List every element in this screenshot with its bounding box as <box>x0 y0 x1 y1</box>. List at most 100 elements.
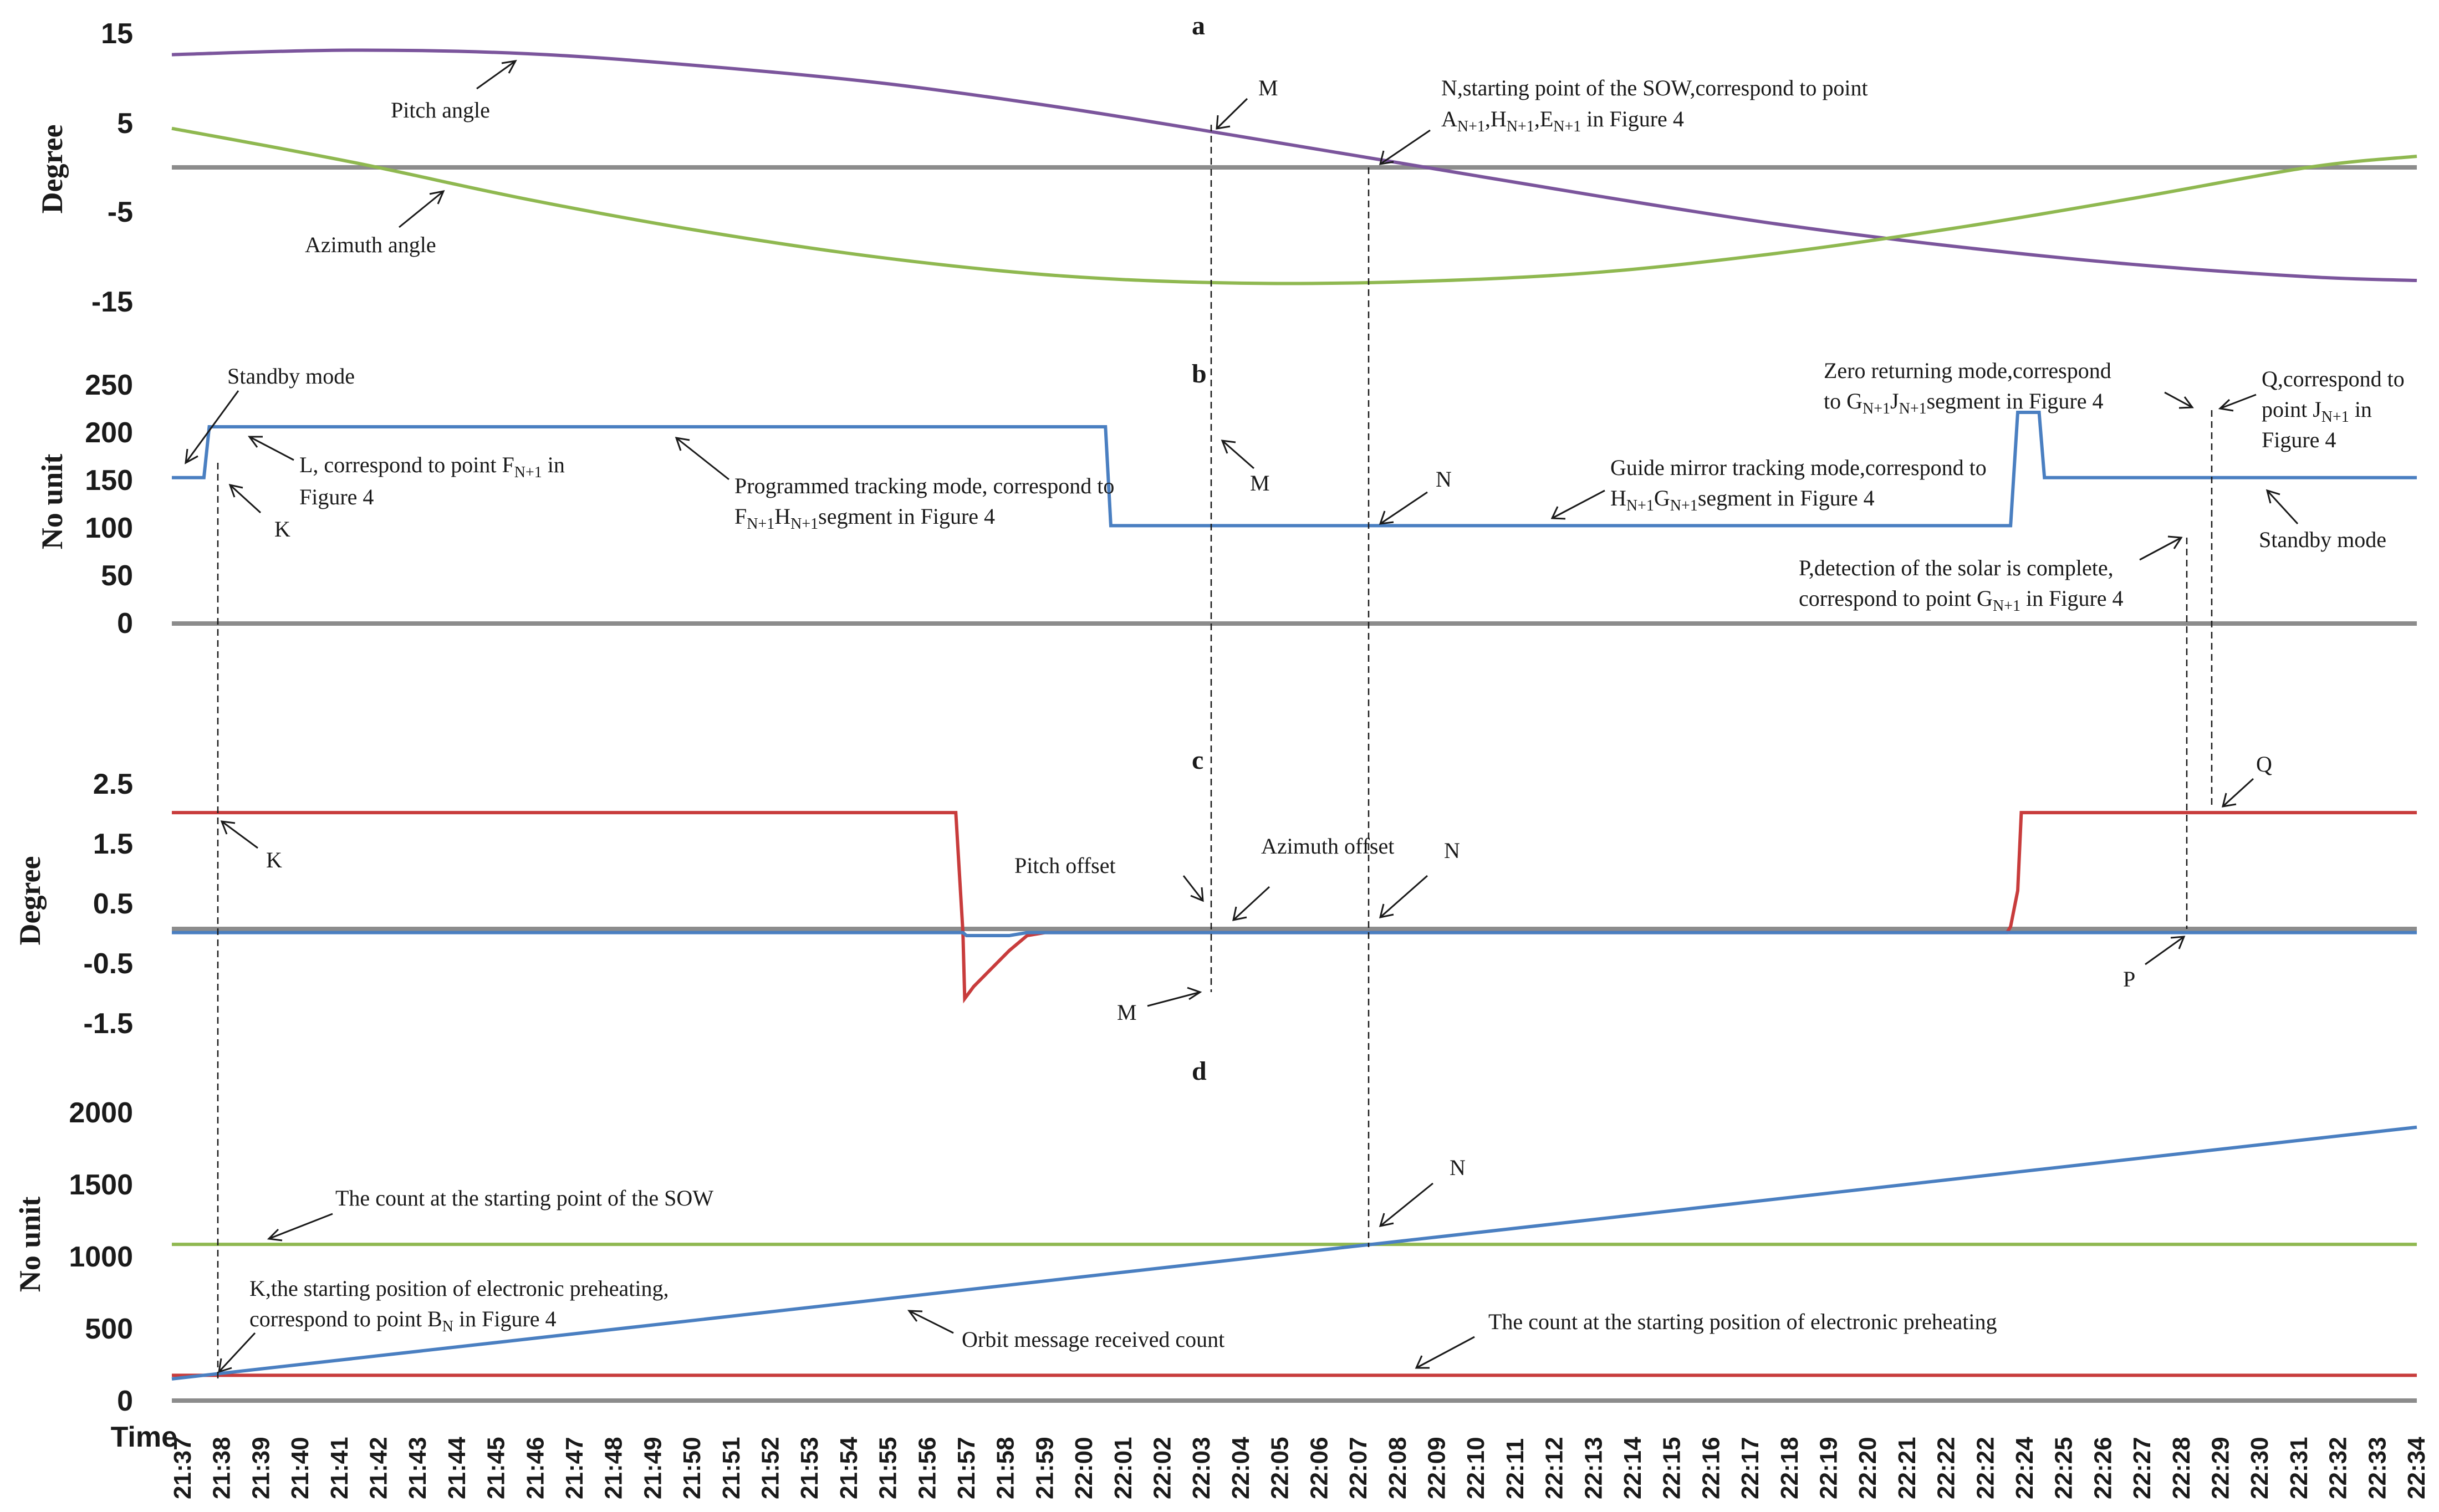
programmed-tracking-annotation: Programmed tracking mode, correspond to <box>734 473 1114 498</box>
time-tick-label: 22:12 <box>1541 1437 1568 1499</box>
zero-returning-annotation-2: to GN+1JN+1segment in Figure 4 <box>1824 389 2103 417</box>
subscript: N+1 <box>1457 118 1485 135</box>
n-annotation-b: N <box>1436 467 1452 492</box>
m-arrow-c <box>1147 991 1201 1007</box>
arrowhead <box>1187 987 1202 1000</box>
panel-c-ytick: 1.5 <box>93 828 133 860</box>
arrowhead <box>1221 440 1236 454</box>
subscript: N+1 <box>514 464 542 481</box>
arrowhead <box>1190 887 1204 902</box>
time-tick-label: 22:24 <box>2011 1437 2038 1499</box>
time-tick-label: 22:17 <box>1737 1437 1764 1499</box>
subscript: N+1 <box>1993 597 2020 615</box>
m-annotation-c: M <box>1117 1000 1137 1025</box>
panel-d-ytick: 2000 <box>69 1097 133 1129</box>
time-tick-label: 22:01 <box>1110 1437 1137 1499</box>
time-tick-label: 22:29 <box>2207 1437 2234 1499</box>
n-arrow-c <box>1380 875 1428 918</box>
time-tick-label: 22:04 <box>1227 1437 1254 1499</box>
panel-d-ytick: 500 <box>85 1313 133 1345</box>
arrowhead <box>218 1358 232 1373</box>
time-tick-label: 22:22 <box>1933 1437 1960 1499</box>
orbit-count-arrow <box>909 1310 954 1334</box>
n-point-a: A <box>1441 106 1457 131</box>
panel-a-ytick: -15 <box>91 286 133 318</box>
time-tick-label: 21:46 <box>522 1437 549 1499</box>
time-tick-label: 22:33 <box>2364 1437 2391 1499</box>
guide-mirror-annotation-2: HN+1GN+1segment in Figure 4 <box>1610 486 1875 514</box>
subscript: N <box>442 1318 453 1335</box>
comma: , <box>1534 106 1540 131</box>
time-tick-label: 22:19 <box>1815 1437 1842 1499</box>
time-tick-label: 21:45 <box>483 1437 510 1499</box>
zero-returning-g: to G <box>1824 389 1863 413</box>
guide-mirror-annotation: Guide mirror tracking mode,correspond to <box>1610 455 1987 480</box>
time-tick-label: 22:14 <box>1619 1437 1646 1499</box>
guide-mirror-tail: segment in Figure 4 <box>1698 486 1875 510</box>
time-tick-label: 22:22 <box>1972 1437 1999 1499</box>
azimuth-angle-annotation: Azimuth angle <box>305 232 436 257</box>
arrowhead <box>2265 489 2280 504</box>
azimuth-offset-annotation: Azimuth offset <box>1261 834 1394 859</box>
k-annotation-c: K <box>266 847 282 872</box>
time-tick-label: 22:30 <box>2246 1437 2273 1499</box>
zero-returning-annotation: Zero returning mode,correspond <box>1824 358 2111 383</box>
time-tick-label: 22:34 <box>2403 1437 2430 1499</box>
time-tick-label: 21:51 <box>718 1437 745 1499</box>
panel-d-ytick: 1500 <box>69 1169 133 1201</box>
time-tick-label: 21:58 <box>992 1437 1019 1499</box>
n-point-h: H <box>1491 106 1507 131</box>
panel-a-ytick: 15 <box>101 18 133 50</box>
m-arrow-a <box>1216 98 1248 130</box>
arrowhead <box>1379 1213 1394 1227</box>
arrowhead <box>501 60 517 74</box>
time-tick-label: 21:47 <box>561 1437 588 1499</box>
p-annotation-c: P <box>2123 967 2135 992</box>
panel-b-ytick: 150 <box>85 464 133 497</box>
time-tick-label: 22:16 <box>1697 1437 1724 1499</box>
programmed-tracking-annotation-2: FN+1HN+1segment in Figure 4 <box>734 504 995 533</box>
time-tick-label: 21:39 <box>247 1437 274 1499</box>
pitch-offset-annotation: Pitch offset <box>1014 853 1116 878</box>
pitch-offset-arrow <box>1182 875 1204 901</box>
n-annotation-a-points: AN+1,HN+1,EN+1 in Figure 4 <box>1441 106 1684 135</box>
n-arrow-b <box>1380 491 1428 525</box>
time-tick-label: 22:28 <box>2168 1437 2195 1499</box>
time-tick-label: 21:37 <box>169 1437 196 1499</box>
arrowhead <box>228 483 243 498</box>
arrowhead <box>267 1228 283 1242</box>
time-tick-label: 21:38 <box>208 1437 236 1499</box>
panel-c-ytick: -1.5 <box>83 1008 133 1040</box>
n-annotation-a: N,starting point of the SOW,correspond t… <box>1441 75 1868 100</box>
time-tick-label: 22:02 <box>1149 1437 1176 1499</box>
panel-c: c Degree 2.5 1.5 0.5 -0.5 -1.5 K Pitch o… <box>13 745 2417 1040</box>
orbit-message-count-line <box>171 1125 2417 1381</box>
pitch-angle-annotation: Pitch angle <box>391 98 490 122</box>
panel-b: b No unit 250 200 150 100 50 0 Standby m… <box>35 358 2417 640</box>
time-tick-label: 22:25 <box>2050 1437 2078 1499</box>
time-tick-label: 21:52 <box>757 1437 784 1499</box>
m-annotation-b: M <box>1250 471 1270 496</box>
panel-c-ytick: 0.5 <box>93 888 133 920</box>
k-annotation-b: K <box>274 517 290 542</box>
panel-b-ytick: 0 <box>117 607 133 640</box>
pitch-offset-line <box>172 811 2417 1004</box>
k-annotation-d-2: correspond to point BN in Figure 4 <box>249 1306 557 1335</box>
arrowhead <box>2178 396 2194 409</box>
standby-mode-annotation-right: Standby mode <box>2259 527 2386 552</box>
arrowhead <box>2221 793 2237 808</box>
pitch-angle-arrow <box>476 60 516 90</box>
g-point: G <box>1654 486 1670 510</box>
p-annotation-b: P,detection of the solar is complete, <box>1799 555 2114 580</box>
q-in: in <box>2355 397 2372 422</box>
n-annotation-d: N <box>1450 1155 1466 1180</box>
time-tick-label: 22:15 <box>1659 1437 1686 1499</box>
time-tick-label: 21:42 <box>365 1437 392 1499</box>
time-tick-label: 22:05 <box>1267 1437 1294 1499</box>
p-point-g: correspond to point G <box>1799 586 1993 611</box>
time-tick-label: 21:43 <box>404 1437 431 1499</box>
zero-returning-tail: segment in Figure 4 <box>1927 389 2104 413</box>
time-tick-label: 21:59 <box>1031 1437 1058 1499</box>
subscript: N+1 <box>790 515 818 533</box>
pitch-angle-line <box>171 48 2417 283</box>
